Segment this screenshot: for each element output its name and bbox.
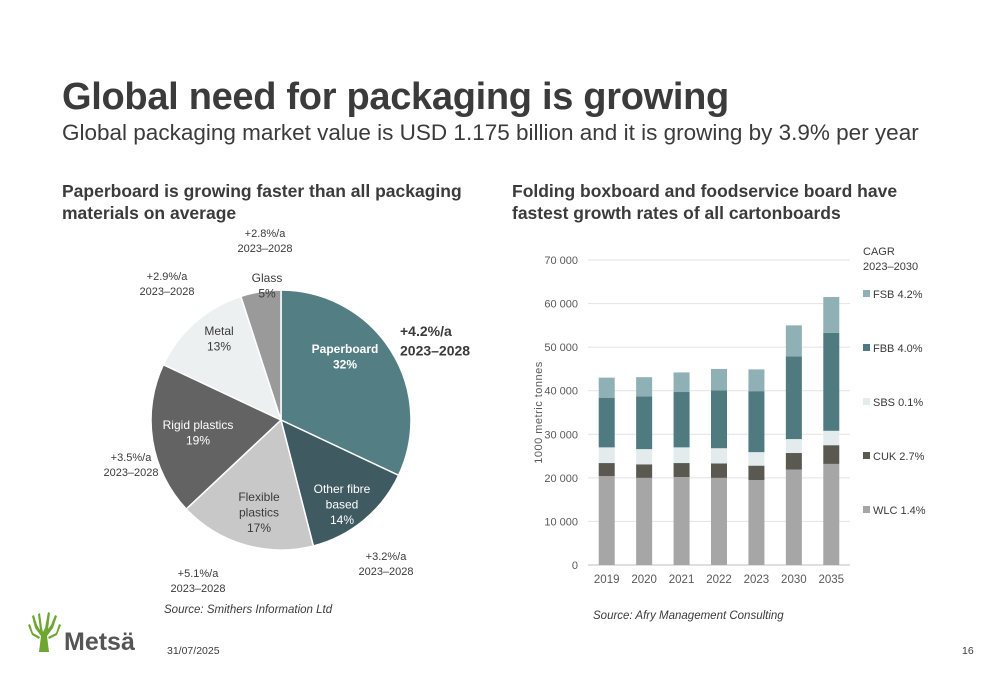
bar-segment-sbs-2030 [785, 439, 802, 454]
bar-segment-fbb-2020 [636, 396, 653, 450]
legend-label-fbb: FBB 4.0% [873, 343, 923, 355]
bar-segment-sbs-2023 [748, 452, 765, 466]
bar-segment-fbb-2035 [823, 332, 840, 431]
bar-segment-wlc-2019 [598, 476, 615, 565]
bar-ytick-label: 40 000 [544, 386, 578, 398]
bar-segment-wlc-2022 [711, 477, 727, 565]
pie-slice-metal [162, 295, 283, 422]
legend-label-cuk: CUK 2.7% [873, 451, 925, 463]
bar-segment-fsb-2021 [673, 372, 690, 393]
bar-segment-fsb-2020 [636, 377, 653, 397]
left-source-note: Source: Smithers Information Ltd [164, 604, 333, 616]
bar-segment-sbs-2020 [636, 449, 653, 465]
bar-segment-fsb-2022 [711, 368, 727, 391]
bar-segment-fbb-2019 [598, 397, 615, 448]
pie-slice-flexible-plastics [185, 418, 315, 551]
right-source-note: Source: Afry Management Consulting [593, 610, 784, 622]
bar-xtick-label: 2035 [818, 574, 844, 586]
bar-segment-sbs-2035 [823, 430, 840, 446]
bar-segment-fsb-2019 [598, 377, 615, 398]
bar-ytick-label: 30 000 [544, 429, 578, 441]
pie-label-metal: Metal 13% [204, 324, 233, 354]
pie-growth-flexible-plastics: +5.1%/a 2023–2028 [170, 568, 225, 595]
pie-label-other-fibre-based: Other fibre based 14% [314, 482, 371, 527]
pie-growth-rigid-plastics: +3.5%/a 2023–2028 [103, 452, 158, 479]
bar-segment-fsb-2035 [823, 297, 840, 333]
pie-slice-glass [239, 289, 282, 421]
bar-y-axis-label: 1000 metric tonnes [533, 361, 545, 464]
page-number: 16 [962, 645, 974, 657]
metsa-logo: Metsä [26, 606, 141, 656]
pie-label-rigid-plastics: Rigid plastics 19% [163, 418, 234, 448]
footer-date: 31/07/2025 [167, 645, 220, 657]
bar-xtick-label: 2023 [744, 574, 770, 586]
pie-growth-metal: +2.9%/a 2023–2028 [139, 271, 194, 298]
bar-segment-fbb-2021 [673, 392, 690, 448]
bar-ytick-label: 10 000 [544, 516, 578, 528]
bar-segment-sbs-2019 [598, 447, 615, 464]
pie-label-paperboard: Paperboard 32% [312, 342, 379, 372]
bar-segment-fsb-2030 [785, 325, 802, 357]
bar-segment-wlc-2023 [748, 480, 765, 565]
bar-segment-wlc-2035 [823, 463, 840, 565]
bar-segment-cuk-2022 [711, 463, 727, 478]
packaging-materials-pie-chart: Paperboard 32% +4.2%/a 2023–2028 Other fibre… [103, 228, 470, 595]
legend-label-wlc: WLC 1.4% [873, 505, 926, 517]
bar-legend-title: CAGR [863, 246, 895, 258]
bar-ytick-label: 20 000 [544, 473, 578, 485]
metsa-antler-icon [28, 612, 61, 652]
bar-segment-fbb-2022 [711, 390, 727, 449]
bar-ytick-label: 0 [572, 560, 578, 572]
page-subtitle: Global packaging market value is USD 1.1… [62, 120, 919, 145]
bar-legend-title: 2023–2030 [863, 261, 918, 273]
bar-ytick-label: 50 000 [544, 342, 578, 354]
bar-segment-cuk-2020 [636, 464, 653, 478]
pie-growth-glass: +2.8%/a 2023–2028 [237, 228, 292, 255]
pie-label-flexible-plastics: Flexible plastics 17% [238, 490, 280, 535]
legend-swatch-wlc [863, 506, 870, 513]
bar-xtick-label: 2020 [631, 574, 657, 586]
bar-segment-wlc-2021 [673, 476, 690, 565]
bar-segment-sbs-2021 [673, 447, 690, 464]
pie-growth-other-fibre-based: +3.2%/a 2023–2028 [358, 551, 413, 578]
bar-ytick-label: 60 000 [544, 299, 578, 311]
bar-segment-fbb-2030 [785, 356, 802, 440]
pie-label-glass: Glass 5% [252, 271, 283, 301]
left-chart-heading: Paperboard is growing faster than all pa… [62, 181, 462, 223]
legend-swatch-fbb [863, 344, 870, 351]
bar-xtick-label: 2019 [594, 574, 620, 586]
legend-swatch-fsb [863, 290, 870, 297]
pie-slice-paperboard [280, 289, 412, 477]
page-title: Global need for packaging is growing [62, 76, 729, 118]
logo-wordmark: Metsä [64, 628, 135, 656]
bar-xtick-label: 2030 [781, 574, 807, 586]
right-chart-heading: Folding boxboard and foodservice board h… [512, 181, 898, 223]
legend-label-sbs: SBS 0.1% [873, 397, 923, 409]
cartonboard-stacked-bar-chart: 0 10 000 20 000 30 000 40 000 50 000 60 000 70 … [533, 246, 926, 586]
bar-xtick-label: 2022 [706, 574, 732, 586]
bar-ytick-label: 70 000 [544, 255, 578, 267]
bar-segment-cuk-2021 [673, 463, 690, 477]
bar-segment-sbs-2022 [711, 448, 727, 464]
pie-growth-paperboard: +4.2%/a 2023–2028 [400, 323, 470, 358]
legend-swatch-sbs [863, 398, 870, 405]
legend-swatch-cuk [863, 452, 870, 459]
bar-segment-wlc-2030 [785, 469, 802, 565]
bar-segment-cuk-2019 [598, 463, 615, 477]
bar-segment-cuk-2030 [785, 453, 802, 470]
bar-segment-cuk-2035 [823, 445, 840, 464]
bar-segment-cuk-2023 [748, 465, 765, 481]
bar-xtick-label: 2021 [669, 574, 695, 586]
pie-slice-other-fibre-based [279, 418, 400, 547]
bar-segment-wlc-2020 [636, 477, 653, 565]
bar-segment-fbb-2023 [748, 391, 765, 453]
pie-slice-rigid-plastics [150, 363, 283, 511]
legend-label-fsb: FSB 4.2% [873, 289, 923, 301]
bar-segment-fsb-2023 [748, 369, 765, 392]
